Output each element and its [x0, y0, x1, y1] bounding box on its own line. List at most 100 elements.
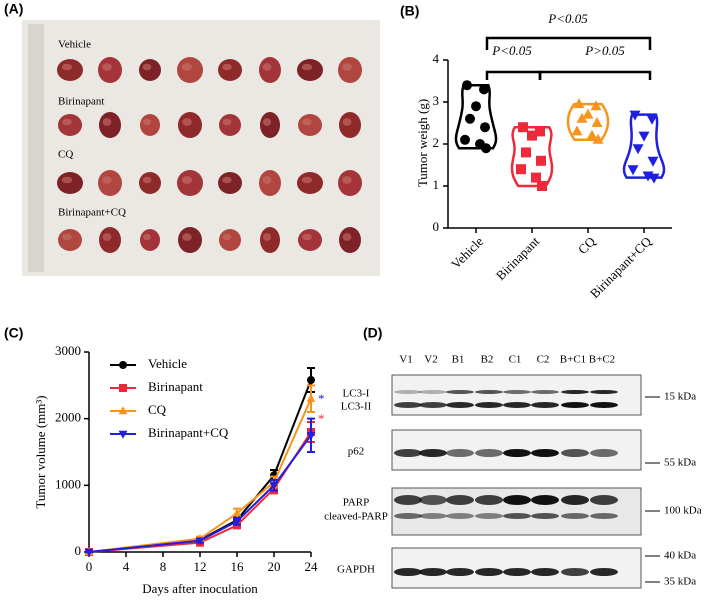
y-tick-label: 1000 — [55, 476, 81, 491]
group-label: Birinapant+CQ — [58, 207, 126, 219]
marker — [627, 165, 639, 176]
tumor-highlight — [342, 63, 352, 71]
tumor — [218, 172, 242, 194]
blot-band — [503, 402, 531, 408]
blot-band — [419, 568, 447, 576]
lane-label: B+C1 — [560, 354, 586, 366]
tumor-highlight — [62, 118, 72, 126]
lane-label: C2 — [537, 354, 550, 366]
marker-ticks — [645, 396, 660, 583]
bracket — [538, 70, 652, 80]
marker — [119, 361, 127, 369]
tumor-highlight — [61, 176, 73, 184]
tumor — [259, 57, 281, 83]
blot-band — [475, 568, 503, 576]
blot-band — [561, 513, 589, 519]
tumor-highlight — [222, 176, 232, 184]
group-label: Vehicle — [58, 39, 91, 51]
y-tick-label: 4 — [433, 51, 440, 66]
blot-band — [419, 449, 447, 457]
tumor-highlight — [181, 63, 193, 71]
blot-strip — [391, 374, 642, 416]
blot-band — [475, 513, 503, 519]
kda-label: 35 kDa — [664, 576, 696, 588]
marker — [269, 482, 279, 491]
tumor — [297, 172, 323, 194]
legend-label: Birinapant — [148, 379, 203, 394]
blot-band — [394, 449, 422, 457]
blot-band — [531, 495, 559, 505]
marker — [521, 147, 531, 158]
legend-label: CQ — [148, 402, 167, 417]
tumor — [298, 114, 322, 136]
marker — [527, 130, 537, 141]
marker — [638, 131, 650, 142]
marker — [632, 144, 644, 155]
p-value: P<0.05 — [547, 11, 588, 26]
tumor-highlight — [342, 176, 352, 184]
blot-band — [394, 568, 422, 576]
tumor-highlight — [143, 233, 151, 241]
lane-label: C1 — [509, 354, 522, 366]
significance-brackets — [485, 36, 652, 80]
blot-band — [561, 390, 589, 394]
tumor — [260, 227, 280, 253]
marker — [460, 134, 470, 145]
tumor-highlight — [181, 176, 193, 184]
blot-band — [394, 513, 422, 519]
blot-band — [419, 402, 447, 408]
marker — [306, 432, 316, 441]
tumor-highlight — [143, 118, 151, 126]
tumor-highlight — [102, 233, 112, 241]
tumor-highlight — [222, 233, 232, 241]
marker — [591, 117, 603, 127]
blot-band — [503, 513, 531, 519]
blot-band — [531, 402, 559, 408]
x-tick-label: 4 — [123, 559, 130, 574]
tumor-highlight — [263, 118, 271, 126]
blot-band — [503, 390, 531, 394]
x-tick-label: 20 — [268, 559, 281, 574]
blot-band — [561, 495, 589, 505]
marker — [629, 110, 641, 121]
photo-background — [22, 20, 380, 276]
bracket — [485, 36, 652, 50]
y-tick-label: 0 — [75, 543, 82, 558]
tumor-highlight — [102, 118, 112, 126]
y-tick-label: 2000 — [55, 410, 81, 425]
tumor-highlight — [62, 233, 72, 241]
marker — [573, 98, 585, 109]
tumor-highlight — [301, 63, 313, 71]
tumor — [99, 112, 121, 138]
marker — [307, 376, 315, 384]
violin — [510, 125, 554, 188]
marker — [119, 384, 127, 392]
p-value: P>0.05 — [584, 43, 625, 58]
tumor-highlight — [61, 63, 73, 71]
row-label: cleaved-PARP — [324, 511, 388, 523]
lane-label: B2 — [481, 354, 494, 366]
marker — [586, 129, 598, 140]
x-tick-label: CQ — [575, 233, 599, 257]
blot-band — [419, 390, 447, 394]
marker — [479, 84, 489, 95]
marker — [531, 172, 541, 183]
ruler — [28, 24, 44, 272]
tumor-highlight — [142, 176, 152, 184]
panel-letter: (D) — [363, 325, 382, 341]
blot-band — [590, 449, 618, 457]
marker — [592, 133, 604, 144]
x-tick-label: 16 — [231, 559, 245, 574]
tumor-highlight — [302, 118, 312, 126]
marker — [518, 122, 528, 133]
kda-label: 15 kDa — [664, 391, 696, 403]
marker — [582, 108, 594, 119]
marker — [462, 80, 472, 91]
lane-label: B+C2 — [589, 354, 615, 366]
tumor — [339, 227, 361, 253]
legend-label: Birinapant+CQ — [148, 425, 229, 440]
tumor-highlight — [301, 176, 313, 184]
legend-label: Vehicle — [148, 356, 187, 371]
tumor-photo: Vehicle Birinapant CQ Birinapant+CQ — [22, 20, 380, 276]
